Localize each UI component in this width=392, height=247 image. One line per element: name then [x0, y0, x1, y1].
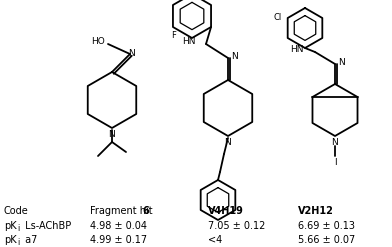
Text: HN: HN: [290, 44, 304, 54]
Text: N: N: [129, 48, 135, 58]
Text: pK: pK: [4, 221, 16, 231]
Text: 6.69 ± 0.13: 6.69 ± 0.13: [298, 221, 355, 231]
Text: I: I: [334, 158, 336, 166]
Text: N: N: [225, 138, 231, 146]
Text: HN: HN: [183, 37, 196, 45]
Text: N: N: [332, 138, 338, 146]
Text: 6: 6: [142, 206, 149, 216]
Text: HO: HO: [91, 38, 105, 46]
Text: Fragment hit: Fragment hit: [90, 206, 156, 216]
Text: 5.66 ± 0.07: 5.66 ± 0.07: [298, 235, 355, 245]
Text: N: N: [231, 52, 238, 61]
Text: 7.05 ± 0.12: 7.05 ± 0.12: [208, 221, 265, 231]
Text: V2H12: V2H12: [298, 206, 334, 216]
Text: i: i: [17, 238, 19, 247]
Text: 4.99 ± 0.17: 4.99 ± 0.17: [90, 235, 147, 245]
Text: N: N: [109, 129, 115, 139]
Text: Ls-AChBP: Ls-AChBP: [22, 221, 71, 231]
Text: Cl: Cl: [274, 14, 282, 22]
Text: 4.98 ± 0.04: 4.98 ± 0.04: [90, 221, 147, 231]
Text: pK: pK: [4, 235, 16, 245]
Text: F: F: [172, 31, 176, 40]
Text: <4: <4: [208, 235, 222, 245]
Text: N: N: [338, 58, 345, 66]
Text: F: F: [207, 0, 212, 1]
Text: a7: a7: [22, 235, 37, 245]
Text: V4H19: V4H19: [208, 206, 244, 216]
Text: Code: Code: [4, 206, 29, 216]
Text: i: i: [17, 224, 19, 233]
